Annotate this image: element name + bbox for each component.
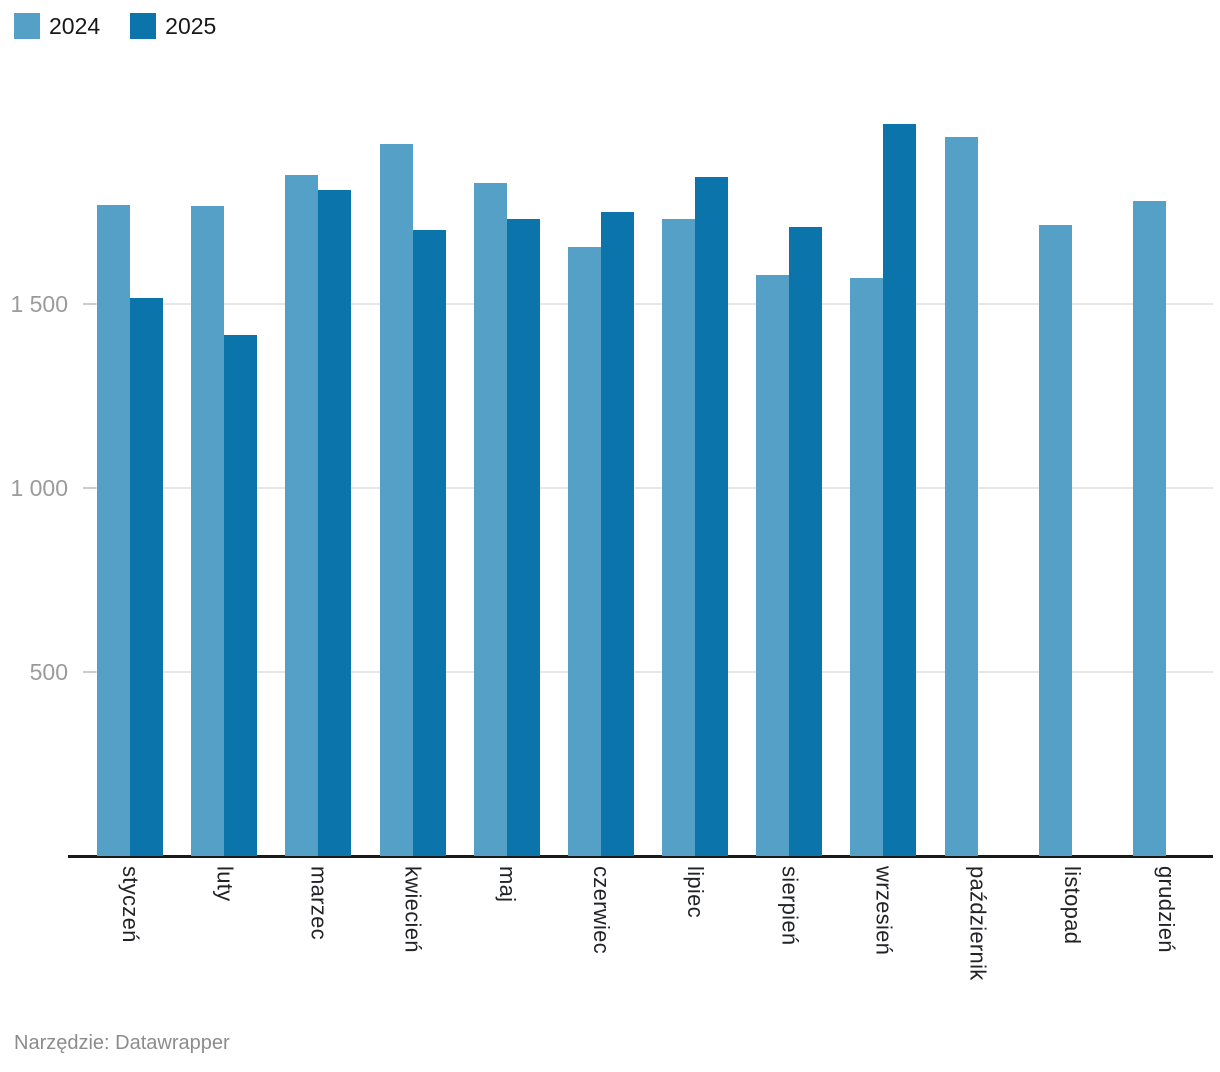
bar-2025[interactable] xyxy=(789,227,823,856)
bar-2025[interactable] xyxy=(224,335,258,856)
bar-pair xyxy=(191,206,258,856)
bar-2025[interactable] xyxy=(412,230,446,856)
x-axis-label: grudzień xyxy=(1153,866,1179,953)
x-axis-label: sierpień xyxy=(777,866,803,946)
legend-swatch-icon xyxy=(130,13,157,39)
bar-2024[interactable] xyxy=(285,175,319,856)
y-axis-tick-label: 1 000 xyxy=(10,475,68,501)
bar-group xyxy=(177,120,271,856)
bar-pair xyxy=(944,137,1011,856)
bar-group xyxy=(460,120,554,856)
bar-2024[interactable] xyxy=(191,206,225,856)
bar-groups xyxy=(83,120,1213,856)
bar-group xyxy=(1119,120,1213,856)
bar-group xyxy=(1025,120,1119,856)
bar-2025[interactable] xyxy=(318,190,352,856)
legend-item-2024[interactable]: 2024 xyxy=(14,13,100,39)
x-axis-label-cell: lipiec xyxy=(648,866,742,981)
bar-2024[interactable] xyxy=(1132,201,1166,856)
bar-pair xyxy=(1132,201,1199,856)
x-axis-label-cell: styczeń xyxy=(83,866,177,981)
bar-2024[interactable] xyxy=(756,275,790,856)
x-axis-label-cell: grudzień xyxy=(1119,866,1213,981)
legend-swatch-icon xyxy=(14,13,40,39)
x-axis-label: maj xyxy=(494,866,520,903)
legend-label: 2025 xyxy=(165,13,217,39)
bar-2025[interactable] xyxy=(130,298,164,856)
bar-pair xyxy=(379,144,446,856)
x-axis-label-cell: kwiecień xyxy=(366,866,460,981)
bar-group xyxy=(83,120,177,856)
bar-group xyxy=(366,120,460,856)
x-axis-label: marzec xyxy=(306,866,332,940)
x-axis-label-cell: marzec xyxy=(271,866,365,981)
bar-group xyxy=(931,120,1025,856)
y-gridline xyxy=(83,303,1213,305)
bar-pair xyxy=(662,177,729,856)
bar-group xyxy=(554,120,648,856)
bar-group xyxy=(271,120,365,856)
bar-2024[interactable] xyxy=(662,219,696,856)
bar-2024[interactable] xyxy=(850,278,884,856)
bar-2024[interactable] xyxy=(473,183,507,856)
y-gridline xyxy=(83,487,1213,489)
x-axis-label-cell: sierpień xyxy=(742,866,836,981)
x-axis-label: czerwiec xyxy=(588,866,614,954)
bar-group xyxy=(742,120,836,856)
bar-2024[interactable] xyxy=(944,137,978,856)
bar-group xyxy=(648,120,742,856)
bar-pair xyxy=(756,227,823,856)
bar-group xyxy=(836,120,930,856)
x-axis-label: styczeń xyxy=(118,866,144,943)
bar-2025[interactable] xyxy=(506,219,540,856)
bar-2025[interactable] xyxy=(883,124,917,856)
x-axis-label-cell: listopad xyxy=(1025,866,1119,981)
x-axis-label: luty xyxy=(212,866,238,902)
x-axis-label-cell: luty xyxy=(177,866,271,981)
bar-pair xyxy=(567,212,634,856)
bar-2024[interactable] xyxy=(1038,225,1072,856)
attribution-text: Narzędzie: Datawrapper xyxy=(14,1032,230,1054)
y-axis-labels: 500 1 000 1 500 xyxy=(0,0,68,1072)
x-axis-label-cell: wrzesień xyxy=(836,866,930,981)
x-axis-label: wrzesień xyxy=(871,866,897,956)
x-axis-line xyxy=(68,855,1213,858)
y-tick-mark xyxy=(83,303,96,305)
bar-pair xyxy=(97,205,164,856)
x-axis-labels: styczeń luty marzec kwiecień maj czerwiec lipi… xyxy=(83,866,1213,981)
bar-pair xyxy=(285,175,352,856)
x-axis-label-cell: czerwiec xyxy=(554,866,648,981)
bar-2024[interactable] xyxy=(379,144,413,856)
y-tick-mark xyxy=(83,487,96,489)
x-axis-label: listopad xyxy=(1059,866,1085,945)
bar-2025[interactable] xyxy=(695,177,729,856)
bar-pair xyxy=(473,183,540,856)
legend-label: 2024 xyxy=(49,13,101,39)
bar-2024[interactable] xyxy=(97,205,131,856)
x-axis-label: kwiecień xyxy=(400,866,426,953)
bar-pair xyxy=(1038,225,1105,856)
plot-area xyxy=(83,120,1213,856)
y-axis-tick-label: 1 500 xyxy=(10,291,68,317)
x-axis-label: październik xyxy=(965,866,991,981)
y-gridline xyxy=(83,671,1213,673)
legend: 2024 2025 xyxy=(14,13,216,39)
y-axis-tick-label: 500 xyxy=(29,659,68,685)
x-axis-label-cell: maj xyxy=(460,866,554,981)
x-axis-label: lipiec xyxy=(683,866,709,918)
legend-item-2025[interactable]: 2025 xyxy=(130,13,216,39)
bar-2025[interactable] xyxy=(600,212,634,856)
y-tick-mark xyxy=(83,671,96,673)
bar-2024[interactable] xyxy=(567,247,601,856)
bar-pair xyxy=(850,124,917,856)
x-axis-label-cell: październik xyxy=(931,866,1025,981)
